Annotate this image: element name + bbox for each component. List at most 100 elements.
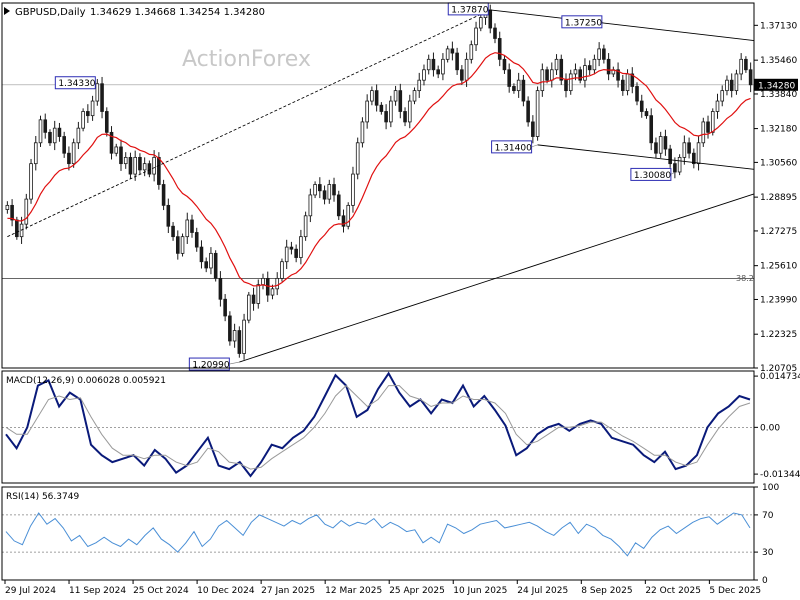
price-candle-body (398, 90, 403, 112)
price-candle-body (346, 204, 351, 227)
price-candle-body (535, 90, 540, 137)
price-candle-body (502, 58, 507, 71)
price-candle-body (261, 277, 265, 286)
price-candle-body (682, 142, 687, 158)
price-candle-body (128, 156, 133, 175)
price-candle-body (701, 121, 706, 144)
price-candle-body (445, 48, 450, 60)
annotation-label: 1.30080 (634, 171, 671, 181)
ohlc-text: 1.34629 1.34668 1.34254 1.34280 (90, 7, 265, 18)
x-tick-label: 24 Jul 2025 (517, 586, 568, 596)
rsi-y-tick-label: 0 (762, 576, 768, 586)
price-candle-body (284, 246, 289, 263)
macd-signal-line (5, 384, 751, 470)
rsi-y-tick-label: 100 (762, 483, 779, 493)
price-candle-body (422, 69, 426, 81)
price-y-tick-label: 1.23990 (760, 295, 797, 305)
price-candle-body (24, 198, 29, 225)
price-candle-body (209, 252, 213, 269)
price-candle-body (171, 225, 175, 238)
x-tick-label: 11 Sep 2024 (69, 586, 126, 596)
price-candle-body (412, 90, 417, 102)
price-candle-body (327, 184, 332, 200)
current-price-tag: 1.34280 (754, 78, 798, 91)
price-candle-body (161, 184, 166, 206)
price-candle-body (43, 119, 48, 133)
price-candle-body (692, 152, 696, 165)
price-candle-body (142, 163, 147, 171)
price-candle-body (341, 215, 346, 227)
price-candle-body (493, 27, 497, 39)
annotation-connector (601, 21, 605, 24)
price-candle-body (431, 58, 436, 71)
price-candle-body (180, 236, 185, 254)
price-annotation: 1.31400 (491, 140, 538, 154)
price-candle-body (720, 90, 725, 102)
price-y-tick-label: 1.20705 (760, 364, 797, 374)
price-candle-body (673, 163, 677, 173)
price-candle-body (251, 294, 256, 304)
trendline (490, 9, 755, 42)
price-candle-body (710, 111, 715, 133)
price-candle-body (744, 58, 748, 71)
price-candle-body (389, 100, 393, 123)
price-annotation: 1.37870 (447, 2, 491, 16)
price-candle-body (417, 79, 422, 92)
price-candle-body (540, 69, 545, 92)
price-candle-body (280, 261, 284, 279)
price-candle-body (644, 111, 649, 117)
price-y-tick-label: 1.32180 (760, 125, 797, 135)
price-candle-body (478, 17, 483, 29)
price-candle-body (374, 90, 379, 106)
price-candle-body (564, 79, 568, 92)
macd-y-tick-label: 0.00 (760, 423, 780, 433)
price-candle-body (157, 156, 161, 185)
price-candle-body (223, 298, 227, 317)
price-candle-body (748, 69, 753, 86)
price-candle-body (232, 330, 237, 342)
price-candle-body (507, 69, 511, 87)
price-candle-body (635, 86, 639, 102)
current-price-value: 1.34280 (758, 81, 795, 91)
price-y-tick-label: 1.37130 (760, 21, 797, 31)
price-candle-body (531, 121, 535, 137)
price-candle-body (568, 73, 573, 92)
rsi-frame (1, 486, 755, 581)
price-candle-body (597, 48, 601, 60)
rsi-pane (2, 512, 754, 557)
price-candle-body (715, 100, 720, 112)
price-candle-body (256, 284, 261, 304)
price-candle-body (360, 121, 365, 144)
price-candle-body (441, 58, 445, 75)
price-candle-body (10, 204, 14, 221)
price-y-tick-label: 1.28895 (760, 193, 797, 203)
trendline (239, 193, 755, 363)
price-candle-body (81, 111, 85, 129)
macd-main-line (5, 371, 751, 478)
price-candle-body (592, 58, 597, 71)
annotation-label: 1.20990 (192, 361, 229, 371)
price-candle-body (403, 111, 407, 123)
price-candle-body (488, 9, 493, 29)
rsi-line (5, 512, 751, 557)
price-candle-body (114, 146, 119, 154)
macd-pane (2, 371, 754, 478)
price-candle-body (71, 142, 76, 165)
price-candle-body (109, 131, 114, 154)
price-candle-body (379, 104, 384, 112)
price-candle-body (332, 184, 336, 196)
macd-label: MACD(12,26,9) 0.006028 0.005921 (6, 376, 166, 386)
price-candle-body (204, 261, 209, 269)
price-candle-body (5, 204, 10, 210)
trendline (537, 144, 755, 170)
price-candle-body (199, 246, 204, 263)
price-candle-body (407, 100, 412, 123)
price-candle-body (152, 156, 156, 175)
price-candle-body (67, 152, 71, 165)
symbol-label: GBPUSD,Daily (15, 7, 86, 18)
price-candle-body (57, 127, 62, 137)
fib-level-label: 38.2 (736, 274, 754, 283)
price-candle-body (119, 146, 123, 165)
price-candle-body (497, 38, 502, 60)
price-candle-body (123, 156, 128, 165)
